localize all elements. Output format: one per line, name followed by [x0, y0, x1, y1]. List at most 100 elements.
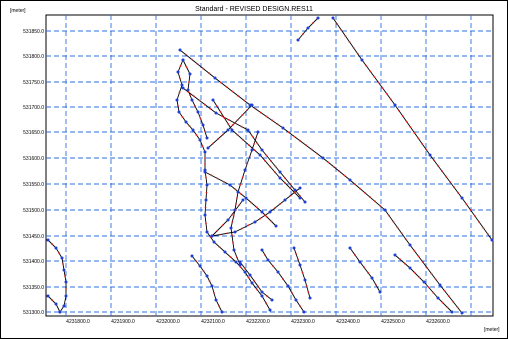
- pipe-node[interactable]: [276, 270, 280, 274]
- pipe-node[interactable]: [292, 246, 296, 250]
- pipe-node[interactable]: [250, 103, 254, 107]
- pipe-node[interactable]: [303, 200, 307, 204]
- pipe-node[interactable]: [308, 296, 312, 300]
- pipe-node[interactable]: [178, 48, 182, 52]
- pipe-node[interactable]: [250, 281, 254, 285]
- pipe-node[interactable]: [201, 123, 205, 127]
- pipe-node[interactable]: [428, 153, 432, 157]
- pipe-node[interactable]: [190, 98, 194, 102]
- pipe-node[interactable]: [62, 268, 66, 272]
- pipe-node[interactable]: [296, 38, 300, 42]
- pipe-node[interactable]: [244, 196, 248, 200]
- pipe-node[interactable]: [378, 290, 382, 294]
- pipe-node[interactable]: [64, 294, 68, 298]
- pipe-node[interactable]: [234, 260, 238, 264]
- pipe-node[interactable]: [260, 210, 264, 214]
- pipe-node[interactable]: [258, 153, 262, 157]
- pipe-node[interactable]: [205, 136, 209, 140]
- pipe-node[interactable]: [198, 264, 202, 268]
- pipe-node[interactable]: [232, 248, 236, 252]
- pipe-node[interactable]: [286, 284, 290, 288]
- pipe-node[interactable]: [253, 220, 257, 224]
- pipe-node[interactable]: [243, 270, 247, 274]
- pipe-node[interactable]: [278, 176, 282, 180]
- pipe-node[interactable]: [54, 246, 58, 250]
- pipe-node[interactable]: [283, 198, 287, 202]
- pipe-node[interactable]: [238, 260, 242, 264]
- pipe-node[interactable]: [293, 188, 297, 192]
- pipe-node[interactable]: [393, 103, 397, 107]
- pipe-node[interactable]: [58, 310, 62, 314]
- pipe-node[interactable]: [348, 246, 352, 250]
- pipe-node[interactable]: [298, 196, 302, 200]
- pipe-node[interactable]: [206, 146, 210, 150]
- pipe-node[interactable]: [422, 280, 426, 284]
- pipe-node[interactable]: [460, 311, 464, 315]
- pipe-node[interactable]: [205, 183, 209, 187]
- pipe-node[interactable]: [230, 128, 234, 132]
- pipe-node[interactable]: [260, 290, 264, 294]
- pipe-node[interactable]: [198, 138, 202, 142]
- pipe-node[interactable]: [306, 26, 310, 30]
- pipe-node[interactable]: [176, 70, 180, 74]
- pipe-node[interactable]: [460, 196, 464, 200]
- pipe-node[interactable]: [180, 83, 184, 87]
- pipe-node[interactable]: [278, 170, 282, 174]
- pipe-node[interactable]: [268, 308, 272, 312]
- pipe-node[interactable]: [226, 128, 230, 132]
- pipe-node[interactable]: [212, 240, 216, 244]
- pipe-node[interactable]: [303, 278, 307, 282]
- pipe-node[interactable]: [62, 304, 66, 308]
- pipe-node[interactable]: [260, 248, 264, 252]
- pipe-node[interactable]: [175, 98, 179, 102]
- pipe-node[interactable]: [203, 170, 207, 174]
- pipe-node[interactable]: [370, 276, 374, 280]
- pipe-node[interactable]: [186, 88, 190, 92]
- pipe-node[interactable]: [205, 274, 209, 278]
- pipe-node[interactable]: [408, 243, 412, 247]
- pipe-node[interactable]: [298, 263, 302, 267]
- pipe-node[interactable]: [490, 238, 494, 242]
- pipe-node[interactable]: [302, 310, 306, 314]
- pipe-node[interactable]: [233, 230, 237, 234]
- pipe-node[interactable]: [46, 294, 50, 298]
- pipe-node[interactable]: [177, 110, 181, 114]
- pipe-node[interactable]: [54, 302, 58, 306]
- pipe-node[interactable]: [268, 210, 272, 214]
- pipe-node[interactable]: [188, 72, 192, 76]
- pipe-node[interactable]: [190, 254, 194, 258]
- pipe-node[interactable]: [331, 16, 335, 20]
- pipe-node[interactable]: [229, 226, 233, 230]
- pipe-node[interactable]: [64, 280, 68, 284]
- pipe-node[interactable]: [348, 178, 352, 182]
- pipe-node[interactable]: [181, 86, 185, 90]
- pipe-node[interactable]: [210, 284, 214, 288]
- pipe-node[interactable]: [238, 263, 242, 267]
- pipe-node[interactable]: [436, 296, 440, 300]
- pipe-node[interactable]: [214, 298, 218, 302]
- pipe-node[interactable]: [46, 238, 50, 242]
- pipe-node[interactable]: [321, 156, 325, 160]
- pipe-node[interactable]: [236, 190, 240, 194]
- pipe-node[interactable]: [243, 168, 247, 172]
- pipe-node[interactable]: [203, 213, 207, 217]
- pipe-node[interactable]: [358, 260, 362, 264]
- pipe-node[interactable]: [393, 253, 397, 257]
- pipe-node[interactable]: [266, 258, 270, 262]
- pipe-node[interactable]: [213, 76, 217, 80]
- pipe-node[interactable]: [260, 148, 264, 152]
- pipe-node[interactable]: [260, 294, 264, 298]
- pipe-node[interactable]: [226, 218, 230, 222]
- pipe-node[interactable]: [270, 298, 274, 302]
- pipe-node[interactable]: [181, 58, 185, 62]
- pipe-node[interactable]: [246, 128, 250, 132]
- pipe-node[interactable]: [383, 208, 387, 212]
- pipe-node[interactable]: [281, 126, 285, 130]
- pipe-node[interactable]: [274, 224, 278, 228]
- pipe-node[interactable]: [205, 230, 209, 234]
- pipe-node[interactable]: [203, 150, 207, 154]
- pipe-node[interactable]: [298, 186, 302, 190]
- pipe-node[interactable]: [250, 148, 254, 152]
- pipe-node[interactable]: [196, 110, 200, 114]
- pipe-node[interactable]: [360, 58, 364, 62]
